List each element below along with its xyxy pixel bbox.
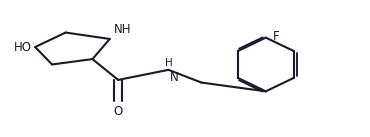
- Text: H: H: [165, 58, 172, 68]
- Text: N: N: [170, 71, 179, 84]
- Text: HO: HO: [14, 41, 32, 54]
- Text: O: O: [114, 105, 123, 118]
- Text: F: F: [272, 30, 279, 43]
- Text: NH: NH: [114, 23, 132, 36]
